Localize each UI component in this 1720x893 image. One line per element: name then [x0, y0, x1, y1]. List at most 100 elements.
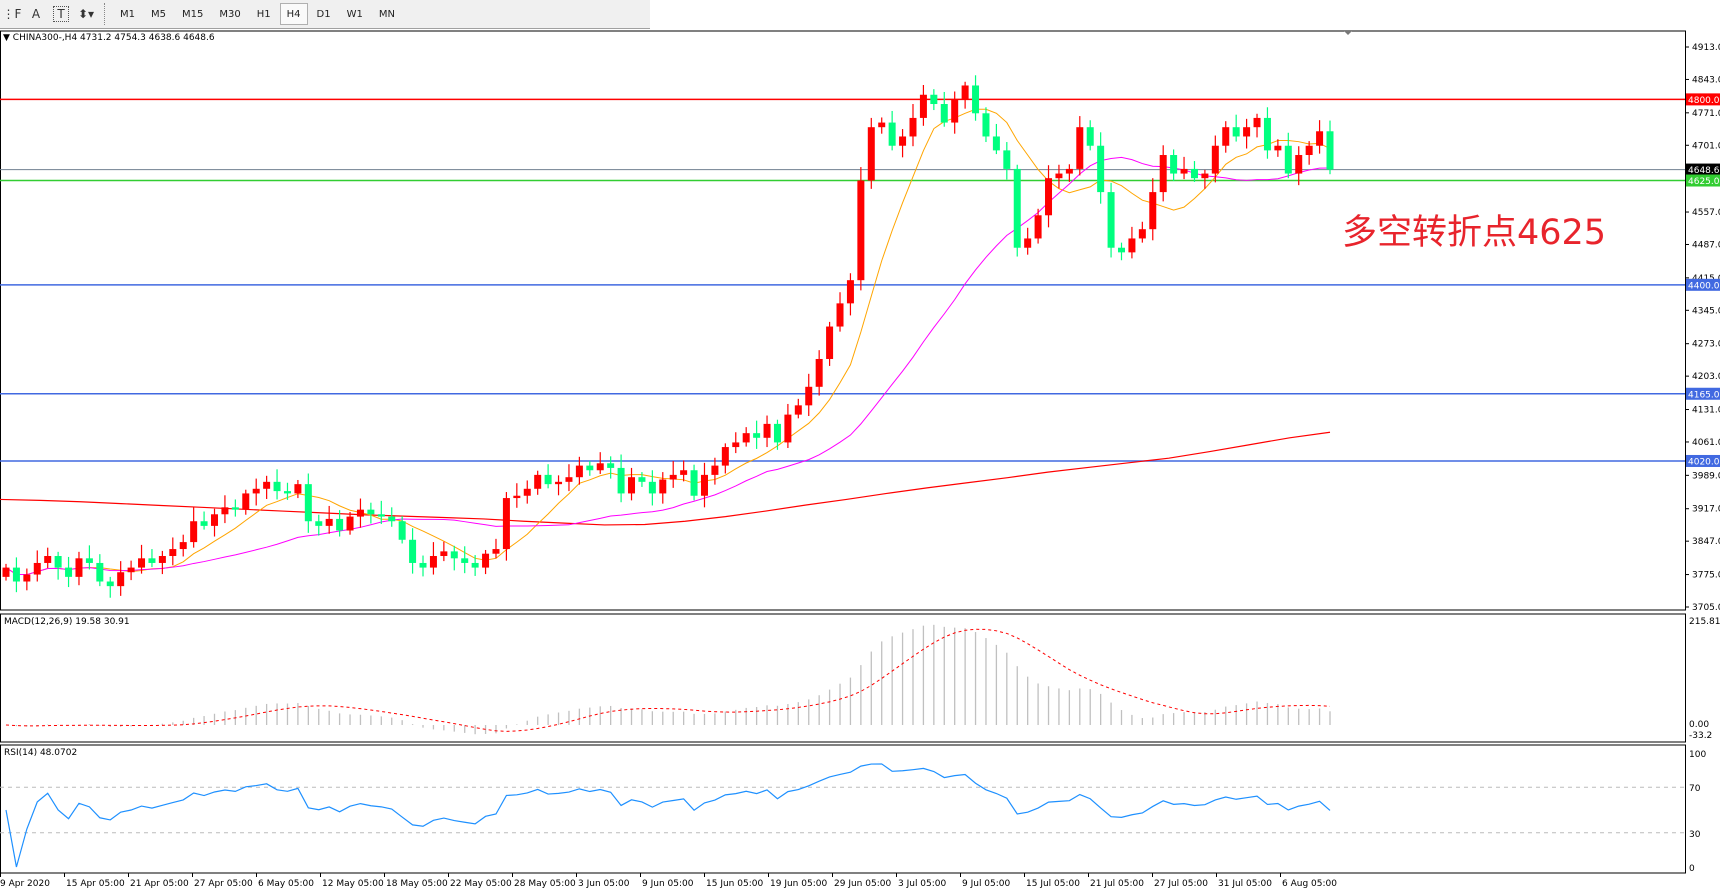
candle-body — [836, 303, 844, 327]
y-tick-label: 4913.0 — [1692, 43, 1720, 53]
candle-body — [304, 484, 312, 522]
candle-body — [12, 567, 20, 582]
text-icon[interactable]: A — [31, 7, 41, 21]
candle-body — [1232, 127, 1240, 137]
x-tick-label: 9 Jun 05:00 — [642, 879, 694, 889]
candle-body — [440, 551, 448, 557]
candle-body — [54, 556, 62, 568]
candle-body — [2, 567, 10, 577]
timeframe-mn-button[interactable]: MN — [378, 8, 395, 20]
candle-body — [409, 539, 417, 563]
candle-body — [680, 470, 688, 475]
candle-body — [200, 521, 208, 526]
candle-body — [930, 94, 938, 105]
candle-body — [555, 481, 563, 485]
candle-body — [940, 104, 948, 123]
timeframe-m30-button[interactable]: M30 — [219, 8, 241, 20]
x-tick-label: 21 Apr 05:00 — [130, 879, 189, 889]
arrows-icon[interactable]: ⬍▾ — [77, 7, 95, 21]
y-tick-label: 4273.0 — [1692, 340, 1720, 350]
toolbar-separator — [104, 3, 107, 25]
candle-body — [65, 567, 73, 577]
candle-body — [96, 562, 104, 582]
candle-body — [44, 556, 52, 563]
y-tick-label: 3847.0 — [1692, 537, 1720, 547]
timeframe-d1-button[interactable]: D1 — [316, 8, 331, 20]
collapse-triangle-icon[interactable]: ▼ — [3, 33, 13, 43]
y-tick-label: 4843.0 — [1692, 75, 1720, 85]
x-tick-label: 15 Jun 05:00 — [706, 879, 763, 889]
candle-body — [878, 122, 886, 128]
timeframe-group: M1 M5 M15 M30 H1 H4 D1 W1 MN — [113, 3, 404, 25]
candle-body — [398, 521, 406, 540]
candle-body — [534, 474, 542, 489]
y-tick-label: 3917.0 — [1692, 505, 1720, 515]
toolbar-empty — [650, 0, 1720, 28]
candle-body — [919, 94, 927, 118]
candle-body — [1034, 215, 1042, 239]
candle-body — [169, 549, 177, 557]
candle-body — [1180, 168, 1188, 174]
candle-body — [961, 85, 969, 100]
candle-body — [544, 474, 552, 485]
candle-body — [617, 467, 625, 494]
candle-body — [909, 117, 917, 137]
candle-body — [158, 556, 166, 563]
level-price-tag — [1686, 454, 1720, 467]
symbol-header: ▼ CHINA300-,H4 4731.2 4754.3 4638.6 4648… — [3, 33, 215, 43]
timeframe-m5-button[interactable]: M5 — [151, 8, 166, 20]
candle-body — [815, 358, 823, 387]
x-tick-label: 27 Jul 05:00 — [1154, 879, 1208, 889]
level-price-label: 4648.6 — [1688, 166, 1720, 176]
candle-body — [1222, 127, 1230, 146]
text-label-icon[interactable]: T — [53, 6, 69, 22]
candle-body — [888, 122, 896, 146]
candle-body — [659, 479, 667, 494]
rsi-axis-label: 100 — [1689, 750, 1706, 760]
fast-ma-line — [5, 108, 1331, 576]
timeframe-w1-button[interactable]: W1 — [346, 8, 363, 20]
timeframe-m15-button[interactable]: M15 — [182, 8, 204, 20]
macd-axis-label: -33.2 — [1689, 731, 1712, 741]
candle-body — [1295, 155, 1303, 174]
y-tick-label: 3705.0 — [1692, 603, 1720, 613]
rsi-axis-label: 30 — [1689, 830, 1701, 840]
x-tick-label: 21 Jul 05:00 — [1090, 879, 1144, 889]
candle-body — [127, 567, 135, 573]
candle-body — [1003, 150, 1011, 169]
candle-body — [1055, 173, 1063, 179]
macd-signal-line — [5, 628, 1331, 732]
period-separator-icon[interactable]: ⋮F — [2, 7, 22, 21]
candle-body — [1201, 173, 1209, 179]
candle-body — [388, 516, 396, 522]
candle-body — [283, 491, 291, 494]
candle-body — [1190, 168, 1198, 179]
macd-axis-label: 215.81 — [1689, 617, 1720, 627]
candle-body — [784, 414, 792, 443]
candle-body — [461, 558, 469, 563]
y-tick-label: 3989.0 — [1692, 471, 1720, 481]
candle-body — [1086, 127, 1094, 146]
candle-body — [607, 463, 615, 468]
symbol-ohlc: CHINA300-,H4 4731.2 4754.3 4638.6 4648.6 — [12, 33, 215, 43]
candle-body — [419, 562, 427, 568]
y-tick-label: 4203.0 — [1692, 372, 1720, 382]
timeframe-h1-button[interactable]: H1 — [256, 8, 271, 20]
candle-body — [826, 326, 834, 359]
candle-body — [742, 433, 750, 443]
level-price-label: 4400.0 — [1688, 281, 1720, 291]
candle-body — [1253, 117, 1261, 128]
candle-body — [1243, 127, 1251, 137]
candle-body — [753, 433, 761, 438]
candle-body — [1274, 145, 1282, 151]
timeframe-h4-button[interactable]: H4 — [279, 3, 308, 25]
candle-body — [367, 509, 375, 515]
toolbar: ⋮F A T ⬍▾ M1 M5 M15 M30 H1 H4 D1 W1 MN — [0, 0, 650, 29]
candle-body — [972, 85, 980, 114]
candle-body — [648, 481, 656, 494]
candle-body — [628, 477, 636, 494]
timeframe-m1-button[interactable]: M1 — [120, 8, 135, 20]
x-tick-label: 12 May 05:00 — [322, 879, 384, 889]
candle-body — [575, 465, 583, 478]
